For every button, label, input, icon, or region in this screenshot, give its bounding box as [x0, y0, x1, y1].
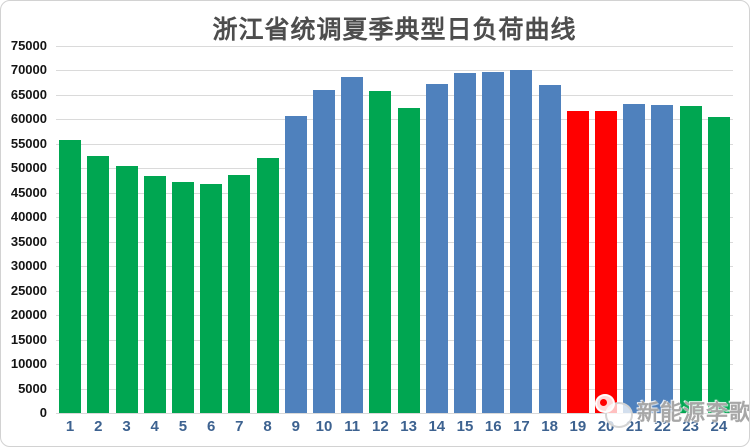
- bar-hour-15: [454, 73, 477, 413]
- bar-hour-13: [397, 107, 420, 413]
- gridline: [56, 46, 733, 47]
- y-tick-label-75000: 75000: [10, 38, 47, 53]
- x-tick-label-18: 18: [541, 418, 558, 435]
- x-tick-label-21: 21: [625, 418, 643, 435]
- bar-hour-11: [341, 77, 364, 413]
- gridline: [56, 192, 733, 194]
- bar-hour-4: [143, 175, 166, 413]
- x-tick-label-13: 13: [400, 418, 417, 435]
- y-tick-label-10000: 10000: [10, 356, 47, 372]
- x-tick-label-23: 23: [682, 418, 700, 435]
- y-tick-label-65000: 65000: [10, 86, 47, 102]
- y-tick-label-15000: 15000: [10, 331, 47, 347]
- gridline: [56, 217, 733, 219]
- bar-hour-22: [651, 105, 674, 413]
- gridline: [56, 364, 733, 366]
- bar-hour-1: [59, 139, 82, 413]
- bar-hour-17: [510, 69, 533, 413]
- x-tick-label-14: 14: [428, 418, 446, 435]
- gridline: [56, 290, 733, 292]
- y-tick-label-45000: 45000: [10, 184, 47, 200]
- x-tick-label-17: 17: [513, 418, 530, 435]
- gridline: [56, 266, 733, 268]
- y-tick-label-5000: 5000: [18, 380, 47, 396]
- x-tick-label-3: 3: [122, 418, 131, 435]
- gridline: [56, 94, 733, 96]
- y-tick-label-40000: 40000: [10, 209, 47, 225]
- y-tick-label-20000: 20000: [10, 307, 47, 323]
- x-tick-label-6: 6: [206, 418, 216, 435]
- bar-hour-7: [228, 175, 251, 413]
- y-tick-label-25000: 25000: [10, 282, 47, 298]
- bar-hour-16: [482, 71, 505, 413]
- bar-hour-2: [87, 155, 110, 413]
- x-tick-label-19: 19: [569, 418, 587, 435]
- x-tick-label-9: 9: [291, 418, 300, 435]
- y-tick-label-0: 0: [39, 405, 47, 420]
- chart-title: 浙江省统调夏季典型日负荷曲线: [212, 17, 577, 44]
- bar-hour-19: [566, 110, 589, 413]
- x-tick-label-5: 5: [178, 418, 188, 435]
- x-tick-label-16: 16: [484, 418, 502, 435]
- gridline: [56, 241, 733, 243]
- y-tick-label-60000: 60000: [10, 111, 47, 127]
- gridline: [56, 315, 733, 317]
- x-axis: 1 2 3 4 5 6 7 8 9 10 11 12 13 14 15 16 17 18 19 20 21 22 23 24: [56, 418, 733, 440]
- y-axis: 0 5000 10000 15000 20000 25000 30000 35000 40000…: [1, 38, 47, 420]
- gridline: [56, 143, 733, 145]
- gridline: [56, 119, 733, 121]
- y-tick-label-55000: 55000: [10, 135, 47, 151]
- x-tick-label-1: 1: [65, 418, 75, 435]
- bar-hour-14: [425, 84, 448, 413]
- bar-hour-8: [256, 158, 279, 413]
- x-tick-label-7: 7: [235, 418, 244, 435]
- bar-hour-21: [623, 103, 646, 413]
- y-tick-label-35000: 35000: [10, 233, 47, 249]
- y-tick-label-30000: 30000: [10, 258, 47, 274]
- x-tick-label-10: 10: [315, 418, 333, 435]
- x-tick-label-15: 15: [456, 418, 474, 435]
- gridline: [56, 70, 733, 72]
- x-tick-label-22: 22: [654, 418, 671, 435]
- x-tick-label-11: 11: [344, 418, 361, 435]
- bar-hour-12: [369, 91, 392, 413]
- x-tick-label-4: 4: [150, 418, 159, 435]
- x-tick-label-20: 20: [597, 418, 615, 435]
- bar-hour-9: [284, 115, 307, 413]
- x-tick-label-24: 24: [710, 418, 728, 435]
- bar-hour-24: [707, 117, 730, 413]
- gridline: [56, 339, 733, 341]
- x-tick-label-2: 2: [94, 418, 103, 435]
- gridline: [56, 168, 733, 170]
- gridline: [56, 388, 733, 390]
- bar-hour-3: [115, 166, 138, 413]
- plot-area: [56, 46, 733, 414]
- bar-hour-20: [595, 111, 618, 413]
- bar-hour-10: [312, 90, 335, 413]
- bar-hour-6: [200, 184, 223, 413]
- y-tick-label-50000: 50000: [10, 160, 47, 176]
- y-tick-label-70000: 70000: [10, 62, 47, 78]
- x-tick-label-8: 8: [263, 418, 272, 435]
- bar-hour-5: [171, 182, 194, 413]
- bar-hour-18: [538, 84, 561, 413]
- x-tick-label-12: 12: [372, 418, 389, 435]
- bar-hour-23: [679, 105, 702, 413]
